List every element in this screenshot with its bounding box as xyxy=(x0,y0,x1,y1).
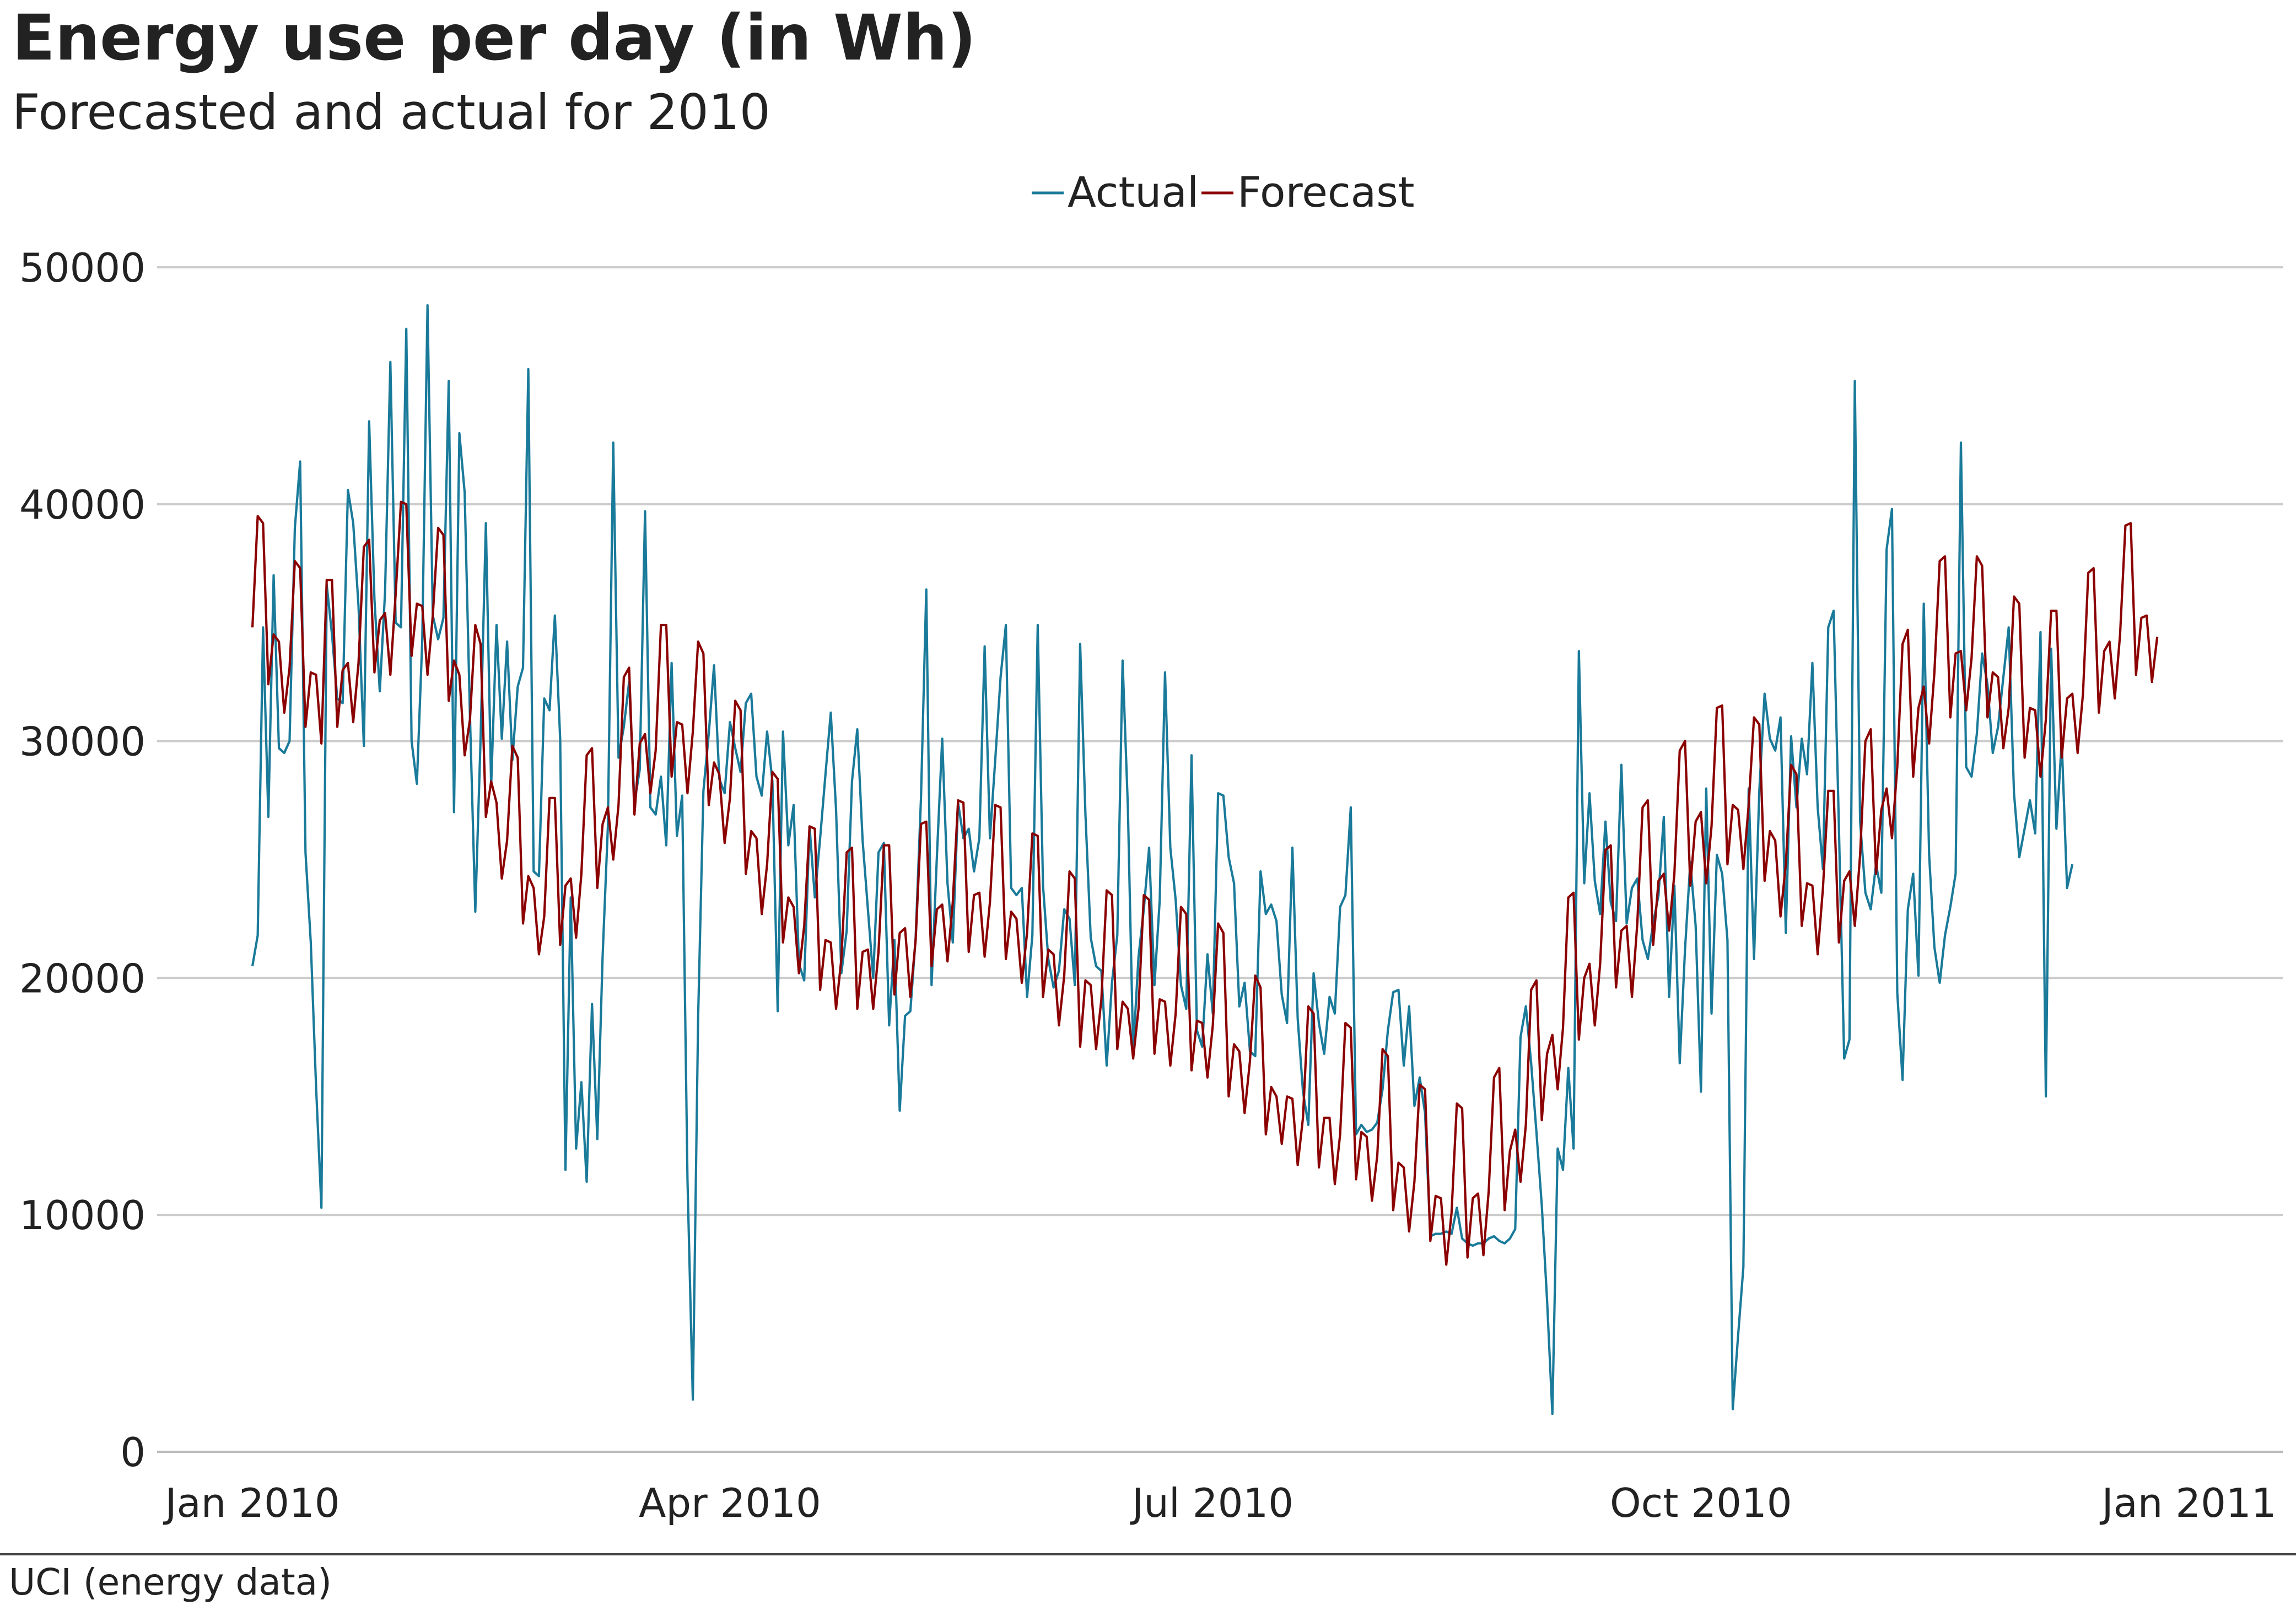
y-tick-label: 20000 xyxy=(19,955,145,1001)
x-tick-label: Oct 2010 xyxy=(1610,1480,1792,1526)
y-tick-label: 0 xyxy=(120,1429,145,1475)
x-tick-label: Apr 2010 xyxy=(639,1480,821,1526)
y-tick-label: 30000 xyxy=(19,719,145,765)
legend-label-forecast: Forecast xyxy=(1237,168,1415,217)
y-tick-label: 10000 xyxy=(19,1192,145,1238)
plot-lines xyxy=(251,304,2159,1415)
y-tick-label: 40000 xyxy=(19,482,145,528)
chart-subtitle: Forecasted and actual for 2010 xyxy=(12,84,770,141)
x-axis: Jan 2010 Apr 2010 Jul 2010 Oct 2010 Jan 2011 xyxy=(163,1480,2276,1526)
x-tick-label: Jul 2010 xyxy=(1130,1480,1293,1526)
x-tick-label: Jan 2011 xyxy=(2099,1480,2276,1526)
series-line-forecast xyxy=(251,500,2159,1266)
footer-divider xyxy=(0,1553,2296,1555)
legend-label-actual: Actual xyxy=(1068,168,1199,217)
x-tick-label: Jan 2010 xyxy=(163,1480,339,1526)
chart-title: Energy use per day (in Wh) xyxy=(12,1,977,74)
y-axis: 0 10000 20000 30000 40000 50000 xyxy=(19,245,145,1475)
legend: Actual Forecast xyxy=(1032,168,1415,217)
source-note: UCI (energy data) xyxy=(9,1561,332,1603)
series-line-actual xyxy=(251,304,2074,1415)
y-tick-label: 50000 xyxy=(19,245,145,291)
